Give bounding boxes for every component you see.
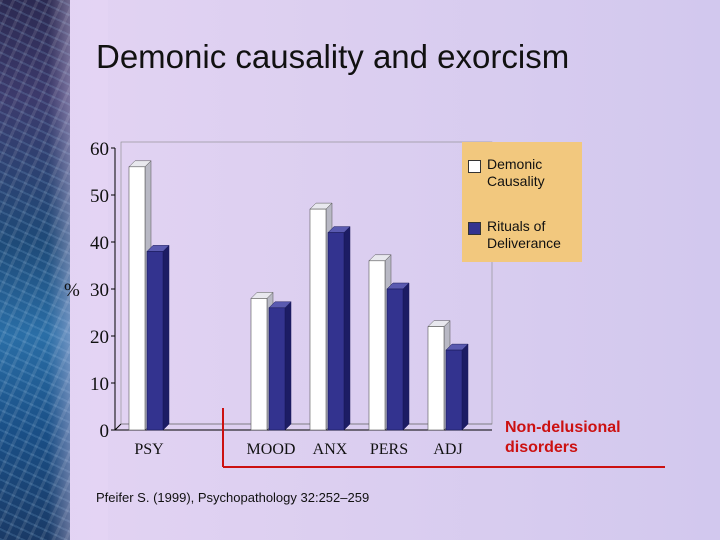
bar-rituals-of-deliverance bbox=[327, 232, 345, 431]
category-labels: PSY MOOD ANX PERS ADJ bbox=[134, 441, 462, 458]
bar-rituals-of-deliverance bbox=[445, 349, 463, 431]
bar-side-face bbox=[402, 282, 410, 431]
y-tick-label: 60 bbox=[90, 139, 109, 160]
slide-title: Demonic causality and exorcism bbox=[96, 38, 570, 75]
legend: Demonic Causality Rituals of Deliverance bbox=[462, 142, 582, 262]
bar-demonic-causality bbox=[368, 260, 386, 431]
annotation-bracket bbox=[222, 408, 665, 468]
category-label: PERS bbox=[370, 441, 408, 458]
bar-demonic-causality bbox=[309, 208, 327, 431]
bar-rituals-of-deliverance bbox=[146, 251, 164, 431]
legend-label-series-2: Rituals of Deliverance bbox=[487, 218, 561, 251]
legend-swatch-series-2 bbox=[468, 222, 481, 235]
y-tick-label: 0 bbox=[100, 421, 110, 442]
y-tick-label: 10 bbox=[90, 374, 109, 395]
legend-label-series-1: Demonic Causality bbox=[487, 156, 545, 189]
bar-side-face bbox=[284, 301, 292, 431]
y-axis-label: % bbox=[64, 280, 80, 301]
y-tick-label: 20 bbox=[90, 327, 109, 348]
y-tick-label: 30 bbox=[90, 280, 109, 301]
non-delusional-annotation: Non-delusional disorders bbox=[505, 419, 621, 456]
citation: Pfeifer S. (1999), Psychopathology 32:25… bbox=[96, 490, 370, 505]
y-tick-label: 40 bbox=[90, 233, 109, 254]
legend-item-series-1: Demonic Causality bbox=[468, 156, 577, 190]
bar-demonic-causality bbox=[250, 298, 268, 431]
bar-side-face bbox=[343, 225, 351, 431]
bar-rituals-of-deliverance bbox=[386, 288, 404, 431]
legend-swatch-series-1 bbox=[468, 160, 481, 173]
category-label: ADJ bbox=[433, 441, 462, 458]
category-label: MOOD bbox=[247, 441, 296, 458]
bar-side-face bbox=[461, 343, 469, 431]
category-label: ANX bbox=[313, 441, 348, 458]
bar-demonic-causality bbox=[128, 166, 146, 431]
bars bbox=[128, 160, 469, 431]
legend-item-series-2: Rituals of Deliverance bbox=[468, 218, 577, 252]
side-image-fade bbox=[48, 0, 108, 540]
y-tick-label: 50 bbox=[90, 186, 109, 207]
floor-edge bbox=[114, 423, 122, 431]
bar-rituals-of-deliverance bbox=[268, 307, 286, 431]
bar-side-face bbox=[162, 244, 170, 431]
y-tick-labels: 0 10 20 30 40 50 60% bbox=[64, 139, 109, 442]
bar-demonic-causality bbox=[427, 326, 445, 431]
category-label: PSY bbox=[134, 441, 164, 458]
